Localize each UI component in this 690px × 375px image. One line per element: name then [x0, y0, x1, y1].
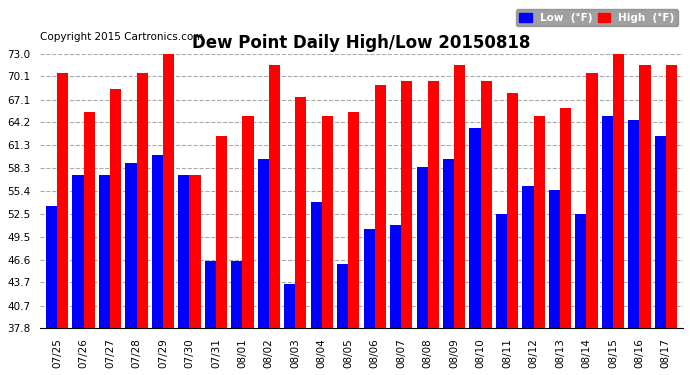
- Bar: [469, 128, 481, 328]
- Bar: [137, 73, 148, 328]
- Bar: [310, 202, 322, 328]
- Bar: [533, 116, 544, 328]
- Bar: [337, 264, 348, 328]
- Bar: [72, 175, 83, 328]
- Bar: [629, 120, 640, 328]
- Bar: [57, 73, 68, 328]
- Bar: [364, 230, 375, 328]
- Bar: [99, 175, 110, 328]
- Bar: [443, 159, 454, 328]
- Bar: [110, 89, 121, 328]
- Bar: [163, 50, 174, 328]
- Bar: [454, 65, 465, 328]
- Bar: [231, 261, 242, 328]
- Bar: [258, 159, 269, 328]
- Bar: [602, 116, 613, 328]
- Bar: [242, 116, 253, 328]
- Bar: [152, 155, 163, 328]
- Bar: [348, 112, 359, 328]
- Bar: [269, 65, 280, 328]
- Bar: [522, 186, 533, 328]
- Bar: [666, 65, 677, 328]
- Text: Copyright 2015 Cartronics.com: Copyright 2015 Cartronics.com: [40, 32, 204, 42]
- Bar: [613, 54, 624, 328]
- Bar: [549, 190, 560, 328]
- Legend: Low  (°F), High  (°F): Low (°F), High (°F): [516, 9, 678, 26]
- Title: Dew Point Daily High/Low 20150818: Dew Point Daily High/Low 20150818: [193, 34, 531, 52]
- Bar: [284, 284, 295, 328]
- Bar: [322, 116, 333, 328]
- Bar: [428, 81, 439, 328]
- Bar: [507, 93, 518, 328]
- Bar: [375, 85, 386, 328]
- Bar: [481, 81, 492, 328]
- Bar: [655, 136, 666, 328]
- Bar: [417, 167, 428, 328]
- Bar: [46, 206, 57, 328]
- Bar: [190, 175, 201, 328]
- Bar: [560, 108, 571, 328]
- Bar: [390, 225, 401, 328]
- Bar: [586, 73, 598, 328]
- Bar: [216, 136, 227, 328]
- Bar: [640, 65, 651, 328]
- Bar: [178, 175, 190, 328]
- Bar: [295, 97, 306, 328]
- Bar: [401, 81, 413, 328]
- Bar: [126, 163, 137, 328]
- Bar: [83, 112, 95, 328]
- Bar: [205, 261, 216, 328]
- Bar: [575, 214, 586, 328]
- Bar: [496, 214, 507, 328]
